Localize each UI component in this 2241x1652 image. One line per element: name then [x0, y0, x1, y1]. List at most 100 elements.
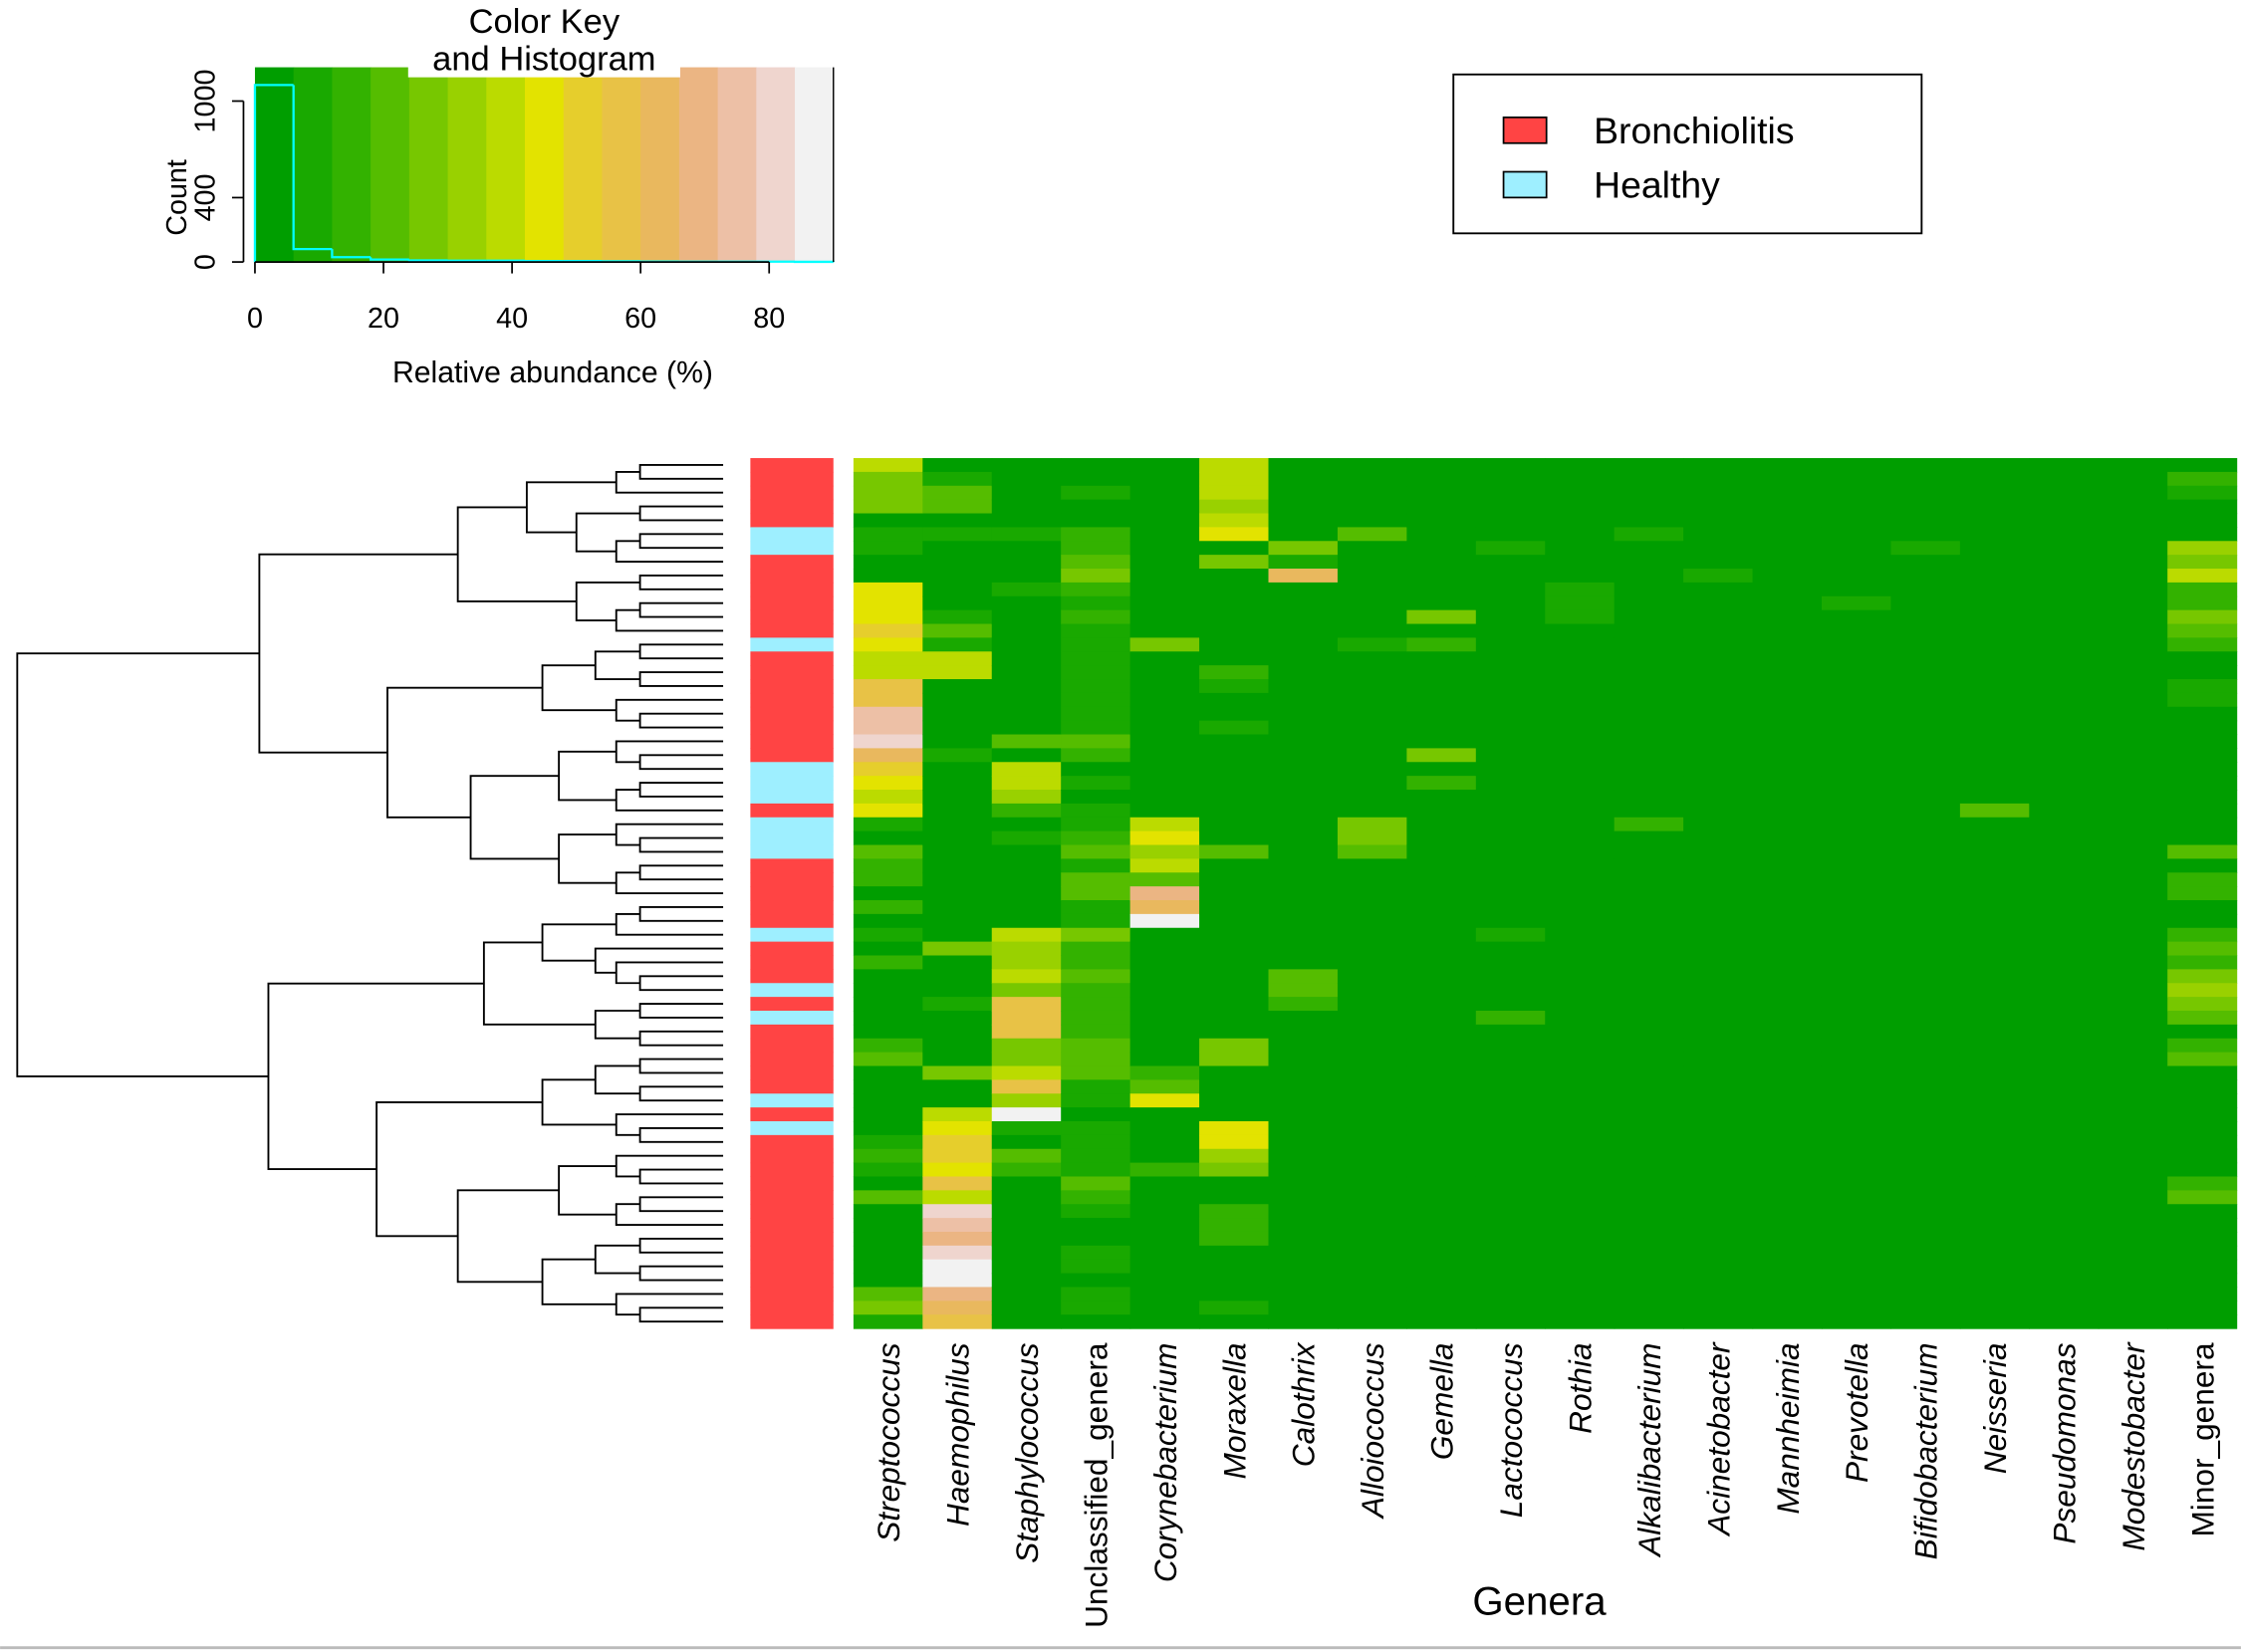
heatmap-cell [1614, 927, 1684, 943]
heatmap-cell [1752, 458, 1823, 473]
heatmap-cell [1061, 485, 1131, 501]
heatmap-cell [853, 913, 923, 929]
heatmap-cell [1061, 734, 1131, 749]
legend-label: Bronchiolitis [1594, 110, 1794, 151]
heatmap-cell [1683, 609, 1754, 625]
heatmap-cell [1959, 458, 2030, 473]
heatmap-cell [1890, 1093, 1961, 1108]
legend-label: Healthy [1594, 163, 1720, 205]
heatmap-cell [1752, 651, 1823, 666]
heatmap-cell [1545, 1231, 1616, 1247]
heatmap-cell [1475, 1079, 1546, 1094]
row-group [750, 706, 834, 722]
heatmap-cell [1129, 1287, 1200, 1301]
heatmap-cell [1545, 458, 1616, 473]
heatmap-cell [1061, 623, 1131, 638]
heatmap-cell [1337, 720, 1407, 736]
heatmap-cell [922, 1231, 993, 1247]
heatmap-cell [1337, 1204, 1407, 1219]
heatmap-cell [1475, 734, 1546, 749]
column-label: Mannheimia [1770, 1342, 1806, 1514]
heatmap-cell [1129, 582, 1200, 597]
heatmap-cell [2167, 983, 2238, 998]
heatmap-cell [1821, 941, 1892, 957]
heatmap-cell [2167, 513, 2238, 528]
color-key-cell [717, 67, 758, 263]
dendrogram-branch [558, 750, 617, 802]
heatmap-cell [1199, 1079, 1270, 1094]
heatmap-cell [1752, 1120, 1823, 1136]
row-group [750, 748, 834, 763]
heatmap-cell [1061, 1079, 1131, 1094]
heatmap-cell [922, 1120, 993, 1136]
dendrogram-branch [615, 1154, 724, 1178]
heatmap-cell [1683, 595, 1754, 611]
heatmap-cell [922, 1148, 993, 1164]
heatmap-cell [922, 485, 993, 501]
heatmap-cell [1890, 748, 1961, 763]
heatmap-cell [1821, 651, 1892, 666]
heatmap-cell [1821, 1065, 1892, 1080]
heatmap-cell [2098, 1287, 2168, 1301]
heatmap-cell [1752, 1024, 1823, 1040]
heatmap-cell [1752, 844, 1823, 859]
heatmap-cell [1545, 817, 1616, 832]
heatmap-cell [2098, 900, 2168, 915]
heatmap-cell [1614, 913, 1684, 929]
heatmap-cell [1129, 1148, 1200, 1164]
heatmap-cell [922, 1218, 993, 1233]
heatmap-cell [922, 900, 993, 915]
heatmap-cell [853, 983, 923, 998]
heatmap-cell [1821, 830, 1892, 846]
heatmap-cell [1683, 1162, 1754, 1178]
heatmap-cell [1337, 790, 1407, 805]
heatmap-cell [2167, 1190, 2238, 1205]
heatmap-cell [1199, 886, 1270, 901]
row-group [750, 665, 834, 680]
heatmap-cell [1545, 830, 1616, 846]
heatmap-cell [2029, 927, 2100, 943]
heatmap-cell [1268, 1010, 1339, 1026]
heatmap-cell [1752, 748, 1823, 763]
heatmap-cell [1545, 858, 1616, 873]
dendrogram-branch [575, 512, 640, 553]
heatmap-cell [1337, 1052, 1407, 1067]
heatmap-cell [2029, 595, 2100, 611]
heatmap-cell [1475, 1148, 1546, 1164]
heatmap-cell [1821, 983, 1892, 998]
heatmap-cell [1268, 844, 1339, 859]
color-key-cell [563, 67, 604, 263]
heatmap-cell [1890, 1231, 1961, 1247]
heatmap-cell [1683, 983, 1754, 998]
heatmap-cell [1406, 790, 1477, 805]
heatmap-cell [991, 499, 1062, 515]
x-tick-label: 20 [368, 303, 399, 335]
dendrogram-branch [267, 982, 484, 1171]
heatmap-cell [2098, 955, 2168, 970]
heatmap-cell [1337, 471, 1407, 487]
heatmap-cell [1337, 913, 1407, 929]
heatmap-cell [1821, 1231, 1892, 1247]
heatmap-cell [2029, 1218, 2100, 1233]
dendrogram-branch [638, 1126, 724, 1143]
heatmap-cell [1821, 1287, 1892, 1301]
heatmap-cell [1337, 1134, 1407, 1150]
row-group [750, 1065, 834, 1080]
heatmap-cell [1752, 734, 1823, 749]
heatmap-cell [1959, 485, 2030, 501]
heatmap-cell [1683, 776, 1754, 791]
column-label: Unclassified_genera [1078, 1342, 1114, 1628]
heatmap-cell [853, 1176, 923, 1191]
heatmap-cell [1683, 1273, 1754, 1289]
heatmap-cell [1821, 499, 1892, 515]
heatmap-cell [1129, 886, 1200, 901]
heatmap-cell [922, 1314, 993, 1329]
heatmap-cell [1752, 1218, 1823, 1233]
heatmap-cell [2167, 555, 2238, 570]
heatmap-cell [1683, 513, 1754, 528]
heatmap-cell [1890, 485, 1961, 501]
heatmap-cell [1959, 858, 2030, 873]
heatmap-cell [1406, 1218, 1477, 1233]
heatmap-cell [922, 569, 993, 584]
heatmap-cell [1268, 790, 1339, 805]
